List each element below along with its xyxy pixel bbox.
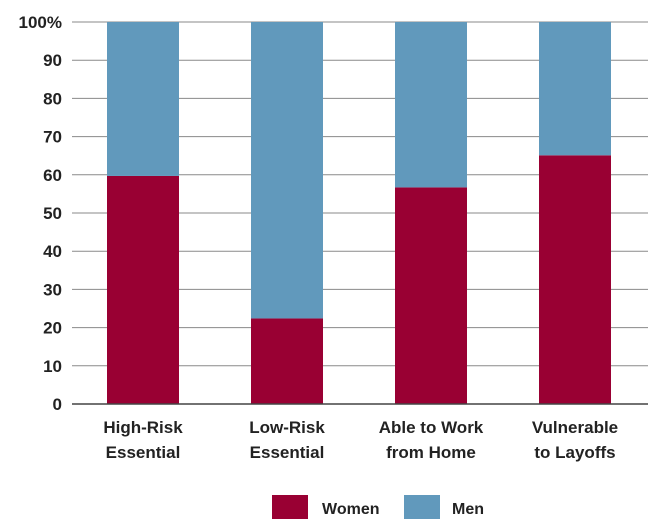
x-tick-label: to Layoffs	[534, 443, 615, 462]
y-tick-label: 90	[43, 51, 62, 70]
y-tick-label: 70	[43, 128, 62, 147]
x-tick-label: Vulnerable	[532, 418, 618, 437]
y-tick-label: 50	[43, 204, 62, 223]
x-tick-label: from Home	[386, 443, 476, 462]
bar-women-1	[107, 175, 179, 404]
bar-women-2	[251, 318, 323, 404]
bar-men-1	[107, 22, 179, 176]
x-tick-label: High-Risk	[103, 418, 183, 437]
y-tick-label: 100%	[19, 13, 62, 32]
y-tick-label: 60	[43, 166, 62, 185]
bar-women-3	[395, 187, 467, 404]
x-tick-label: Essential	[250, 443, 325, 462]
y-tick-label: 30	[43, 280, 62, 299]
x-tick-label: Low-Risk	[249, 418, 325, 437]
legend-swatch-men	[404, 495, 440, 519]
y-tick-label: 0	[53, 395, 62, 414]
bar-men-4	[539, 22, 611, 156]
y-tick-label: 40	[43, 242, 62, 261]
y-tick-label: 80	[43, 89, 62, 108]
bar-men-3	[395, 22, 467, 188]
x-tick-label: Able to Work	[379, 418, 484, 437]
axis-layer: 0 10 20 30 40 50 60 70 80 90 100% High-Risk Essentia…	[19, 13, 648, 462]
legend-label-women: Women	[322, 501, 379, 518]
y-tick-label: 20	[43, 319, 62, 338]
x-tick-label: Essential	[106, 443, 181, 462]
legend-swatch-women	[272, 495, 308, 519]
bars-layer	[107, 22, 611, 404]
legend: Women Men	[272, 495, 484, 519]
legend-label-men: Men	[452, 501, 484, 518]
y-tick-label: 10	[43, 357, 62, 376]
bar-women-4	[539, 155, 611, 404]
bar-men-2	[251, 22, 323, 319]
